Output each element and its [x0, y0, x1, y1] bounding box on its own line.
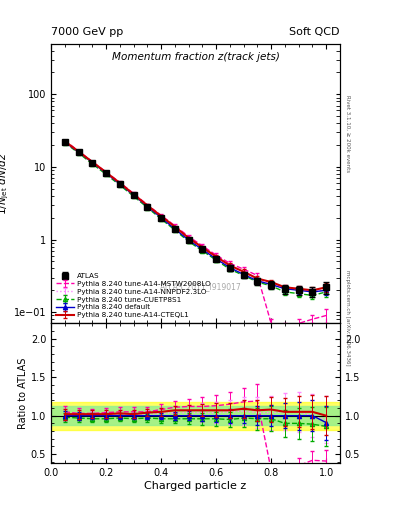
Text: Momentum fraction z(track jets): Momentum fraction z(track jets) — [112, 52, 279, 62]
X-axis label: Charged particle z: Charged particle z — [144, 481, 247, 491]
Text: mcplots.cern.ch [arXiv:1306.3436]: mcplots.cern.ch [arXiv:1306.3436] — [345, 270, 350, 365]
Y-axis label: Ratio to ATLAS: Ratio to ATLAS — [18, 358, 28, 429]
Legend: ATLAS, Pythia 8.240 tune-A14-MSTW2008LO, Pythia 8.240 tune-A14-NNPDF2.3LO, Pythi: ATLAS, Pythia 8.240 tune-A14-MSTW2008LO,… — [55, 271, 212, 320]
Bar — [51, 407, 340, 425]
Text: Rivet 3.1.10, ≥ 200k events: Rivet 3.1.10, ≥ 200k events — [345, 95, 350, 172]
Text: ATLAS_2011_I919017: ATLAS_2011_I919017 — [160, 283, 242, 291]
Text: 7000 GeV pp: 7000 GeV pp — [51, 27, 123, 36]
Bar — [51, 402, 340, 430]
Text: Soft QCD: Soft QCD — [290, 27, 340, 36]
Y-axis label: $1/N_{\rm jet}\ dN/dz$: $1/N_{\rm jet}\ dN/dz$ — [0, 152, 11, 215]
